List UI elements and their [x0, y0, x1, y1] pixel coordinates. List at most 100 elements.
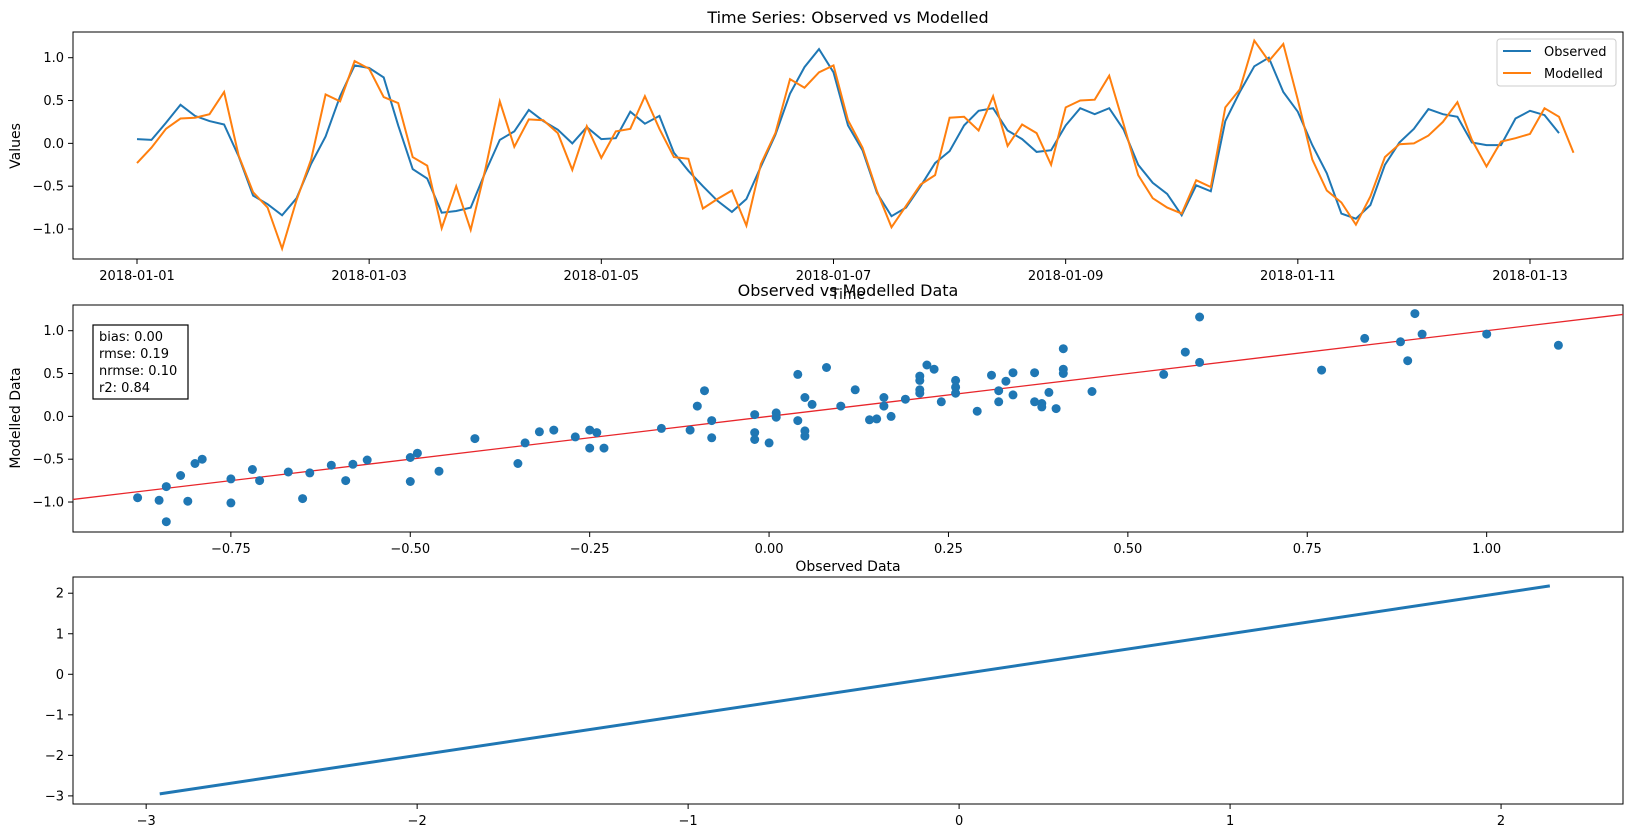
scatter-point — [1180, 347, 1190, 357]
scatter-point — [513, 459, 523, 468]
identity-panel: −3 −2 −1 0 1 2 2 1 0 −1 −2 −3 — [45, 576, 1624, 829]
scatter-points — [133, 309, 1563, 527]
x-tick-label: 0.75 — [1293, 542, 1322, 557]
scatter-point — [1051, 404, 1061, 414]
x-tick-label: 1 — [1226, 814, 1234, 829]
scatter-point — [922, 360, 932, 370]
scatter-point — [176, 471, 186, 480]
scatter-point — [226, 474, 236, 484]
y-tick-label: 0.5 — [43, 367, 64, 382]
timeseries-y-ticks: 1.0 0.5 0.0 −0.5 −1.0 — [32, 51, 73, 238]
scatter-point — [1410, 309, 1420, 319]
scatter-point — [1058, 369, 1068, 378]
scatter-point — [865, 415, 874, 425]
scatter-point — [872, 414, 882, 424]
scatter-title: Observed vs Modelled Data — [738, 281, 959, 300]
scatter-point — [161, 517, 171, 527]
scatter-point — [341, 476, 351, 486]
scatter-point — [585, 443, 595, 453]
x-tick-label: −0.75 — [211, 542, 251, 557]
scatter-point — [707, 433, 717, 443]
scatter-x-ticks: −0.75 −0.50 −0.25 0.00 0.25 0.50 0.75 1.00 — [211, 532, 1501, 557]
timeseries-x-ticks: 2018-01-01 2018-01-03 2018-01-05 2018-01-07… — [99, 259, 1568, 284]
scatter-point — [994, 386, 1004, 396]
timeseries-panel: Time Series: Observed vs Modelled 2018-0… — [8, 8, 1624, 303]
x-tick-label: 0.00 — [755, 542, 784, 557]
scatter-point — [197, 454, 207, 464]
scatter-point — [764, 438, 774, 448]
scatter-point — [1001, 376, 1011, 386]
scatter-point — [348, 459, 358, 469]
identity-x-ticks: −3 −2 −1 0 1 2 — [137, 804, 1505, 829]
scatter-point — [412, 448, 422, 458]
x-tick-label: −3 — [137, 814, 156, 829]
y-tick-label: −1 — [45, 708, 64, 723]
x-tick-label: −0.25 — [570, 542, 610, 557]
stat-nrmse: nrmse: 0.10 — [99, 364, 177, 379]
scatter-point — [936, 397, 946, 407]
y-tick-label: −0.5 — [32, 180, 64, 195]
y-tick-label: 1 — [56, 627, 64, 642]
scatter-point — [305, 468, 315, 478]
scatter-point — [1008, 390, 1018, 400]
scatter-point — [226, 498, 236, 508]
scatter-point — [987, 370, 996, 380]
scatter-point — [994, 397, 1004, 407]
identity-y-ticks: 2 1 0 −1 −2 −3 — [45, 587, 73, 804]
scatter-point — [592, 428, 602, 438]
scatter-point — [154, 495, 164, 505]
identity-line — [159, 584, 1551, 796]
y-tick-label: 2 — [56, 587, 64, 602]
timeseries-title: Time Series: Observed vs Modelled — [706, 8, 988, 27]
y-tick-label: −2 — [45, 749, 64, 764]
timeseries-y-axis-label: Values — [8, 123, 24, 169]
observed-series-line — [136, 47, 1560, 220]
scatter-point — [434, 466, 444, 476]
scatter-point — [886, 411, 896, 421]
scatter-point — [1403, 356, 1413, 366]
timeseries-legend: Observed Modelled — [1496, 38, 1617, 87]
stats-box: bias: 0.00 rmse: 0.19 nrmse: 0.10 r2: 0.… — [92, 324, 189, 400]
legend-observed-label: Observed — [1544, 45, 1607, 60]
scatter-point — [879, 401, 889, 411]
scatter-point — [1008, 368, 1018, 378]
x-tick-label: 0.25 — [934, 542, 963, 557]
scatter-point — [1087, 387, 1097, 396]
x-tick-label: 0 — [955, 814, 963, 829]
identity-plot-frame — [72, 576, 1624, 805]
scatter-point — [1044, 387, 1054, 397]
x-tick-label: 2018-01-09 — [1028, 269, 1104, 284]
scatter-point — [283, 467, 293, 477]
stats-box-frame — [92, 324, 189, 400]
x-tick-label: −2 — [408, 814, 427, 829]
scatter-point — [1482, 329, 1492, 339]
scatter-x-axis-label: Observed Data — [795, 559, 900, 575]
scatter-point — [405, 477, 415, 486]
y-tick-label: 0.5 — [43, 94, 64, 109]
scatter-point — [599, 443, 609, 453]
y-tick-label: 0.0 — [43, 137, 64, 152]
scatter-point — [326, 460, 336, 470]
scatter-point — [807, 399, 817, 409]
stat-r2: r2: 0.84 — [99, 381, 150, 396]
scatter-point — [915, 385, 925, 395]
scatter-point — [1553, 340, 1563, 350]
scatter-point — [1037, 402, 1047, 412]
scatter-point — [405, 453, 415, 462]
scatter-point — [1360, 333, 1370, 343]
scatter-point — [915, 375, 925, 385]
y-tick-label: −3 — [45, 789, 64, 804]
scatter-point — [750, 435, 760, 444]
y-tick-label: 1.0 — [43, 51, 64, 66]
scatter-point — [1030, 397, 1040, 407]
scatter-point — [1195, 357, 1205, 367]
x-tick-label: −0.50 — [390, 542, 430, 557]
scatter-point — [692, 401, 702, 411]
scatter-point — [1159, 369, 1169, 379]
scatter-point — [161, 482, 171, 492]
scatter-point — [793, 416, 803, 426]
x-tick-label: 1.00 — [1472, 542, 1501, 557]
scatter-point — [1195, 312, 1205, 322]
x-tick-label: 2018-01-01 — [99, 269, 175, 284]
scatter-point — [879, 393, 889, 402]
